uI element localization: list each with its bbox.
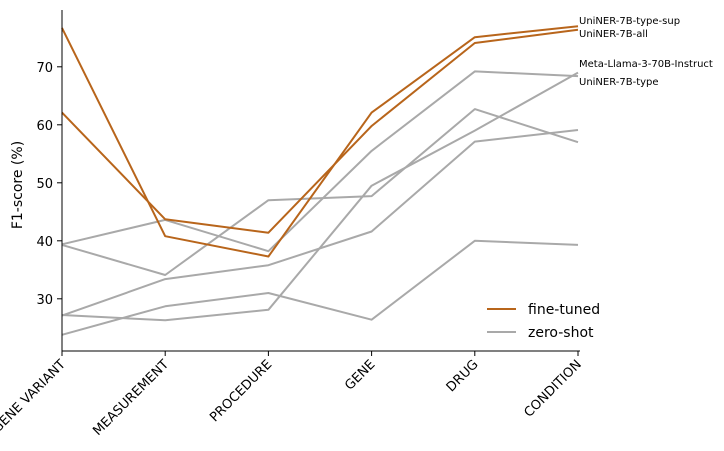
series-end-label: UniNER-7B-type-sup: [579, 16, 680, 27]
x-tick-label: GENE VARIANT: [0, 357, 69, 436]
series-line-zero-shot-4: [61, 108, 579, 276]
y-tick-label: 60: [36, 119, 53, 134]
x-tick-label: MEASUREMENT: [90, 357, 172, 439]
x-tick-label: PROCEDURE: [207, 357, 275, 425]
y-tick-label: 30: [36, 293, 53, 308]
series-end-label: Meta-Llama-3-70B-Instruct: [579, 59, 713, 70]
series-labels: UniNER-7B-type-sup UniNER-7B-all Meta-Llam…: [579, 16, 713, 88]
legend-label: fine-tuned: [528, 302, 600, 318]
series-line-zero-shot-6: [61, 129, 579, 317]
y-tick-label: 70: [36, 61, 53, 76]
x-tick-label: CONDITION: [521, 357, 584, 420]
x-tick-label: DRUG: [444, 357, 482, 395]
series-line-meta-llama-3-70b-instruct: [61, 70, 579, 253]
series-end-label: UniNER-7B-type: [579, 77, 659, 88]
legend: fine-tuned zero-shot: [487, 302, 600, 341]
x-tick-label: GENE: [342, 357, 378, 393]
y-tick-label: 50: [36, 177, 53, 192]
series-line-uniner-7b-type: [61, 239, 579, 336]
series-line-uniner-7b-type-sup: [61, 25, 579, 258]
series-line-uniner-7b-all: [61, 28, 579, 234]
series-end-label: UniNER-7B-all: [579, 29, 648, 40]
series-line-zero-shot-5: [61, 71, 579, 322]
plot-area: [61, 25, 579, 336]
x-ticks: GENE VARIANT MEASUREMENT PROCEDURE GENE DRUG…: [0, 351, 585, 439]
y-ticks: 30 40 50 60 70: [36, 61, 62, 308]
y-tick-label: 40: [36, 235, 53, 250]
legend-label: zero-shot: [528, 325, 594, 341]
y-axis-label: F1-score (%): [10, 141, 26, 229]
